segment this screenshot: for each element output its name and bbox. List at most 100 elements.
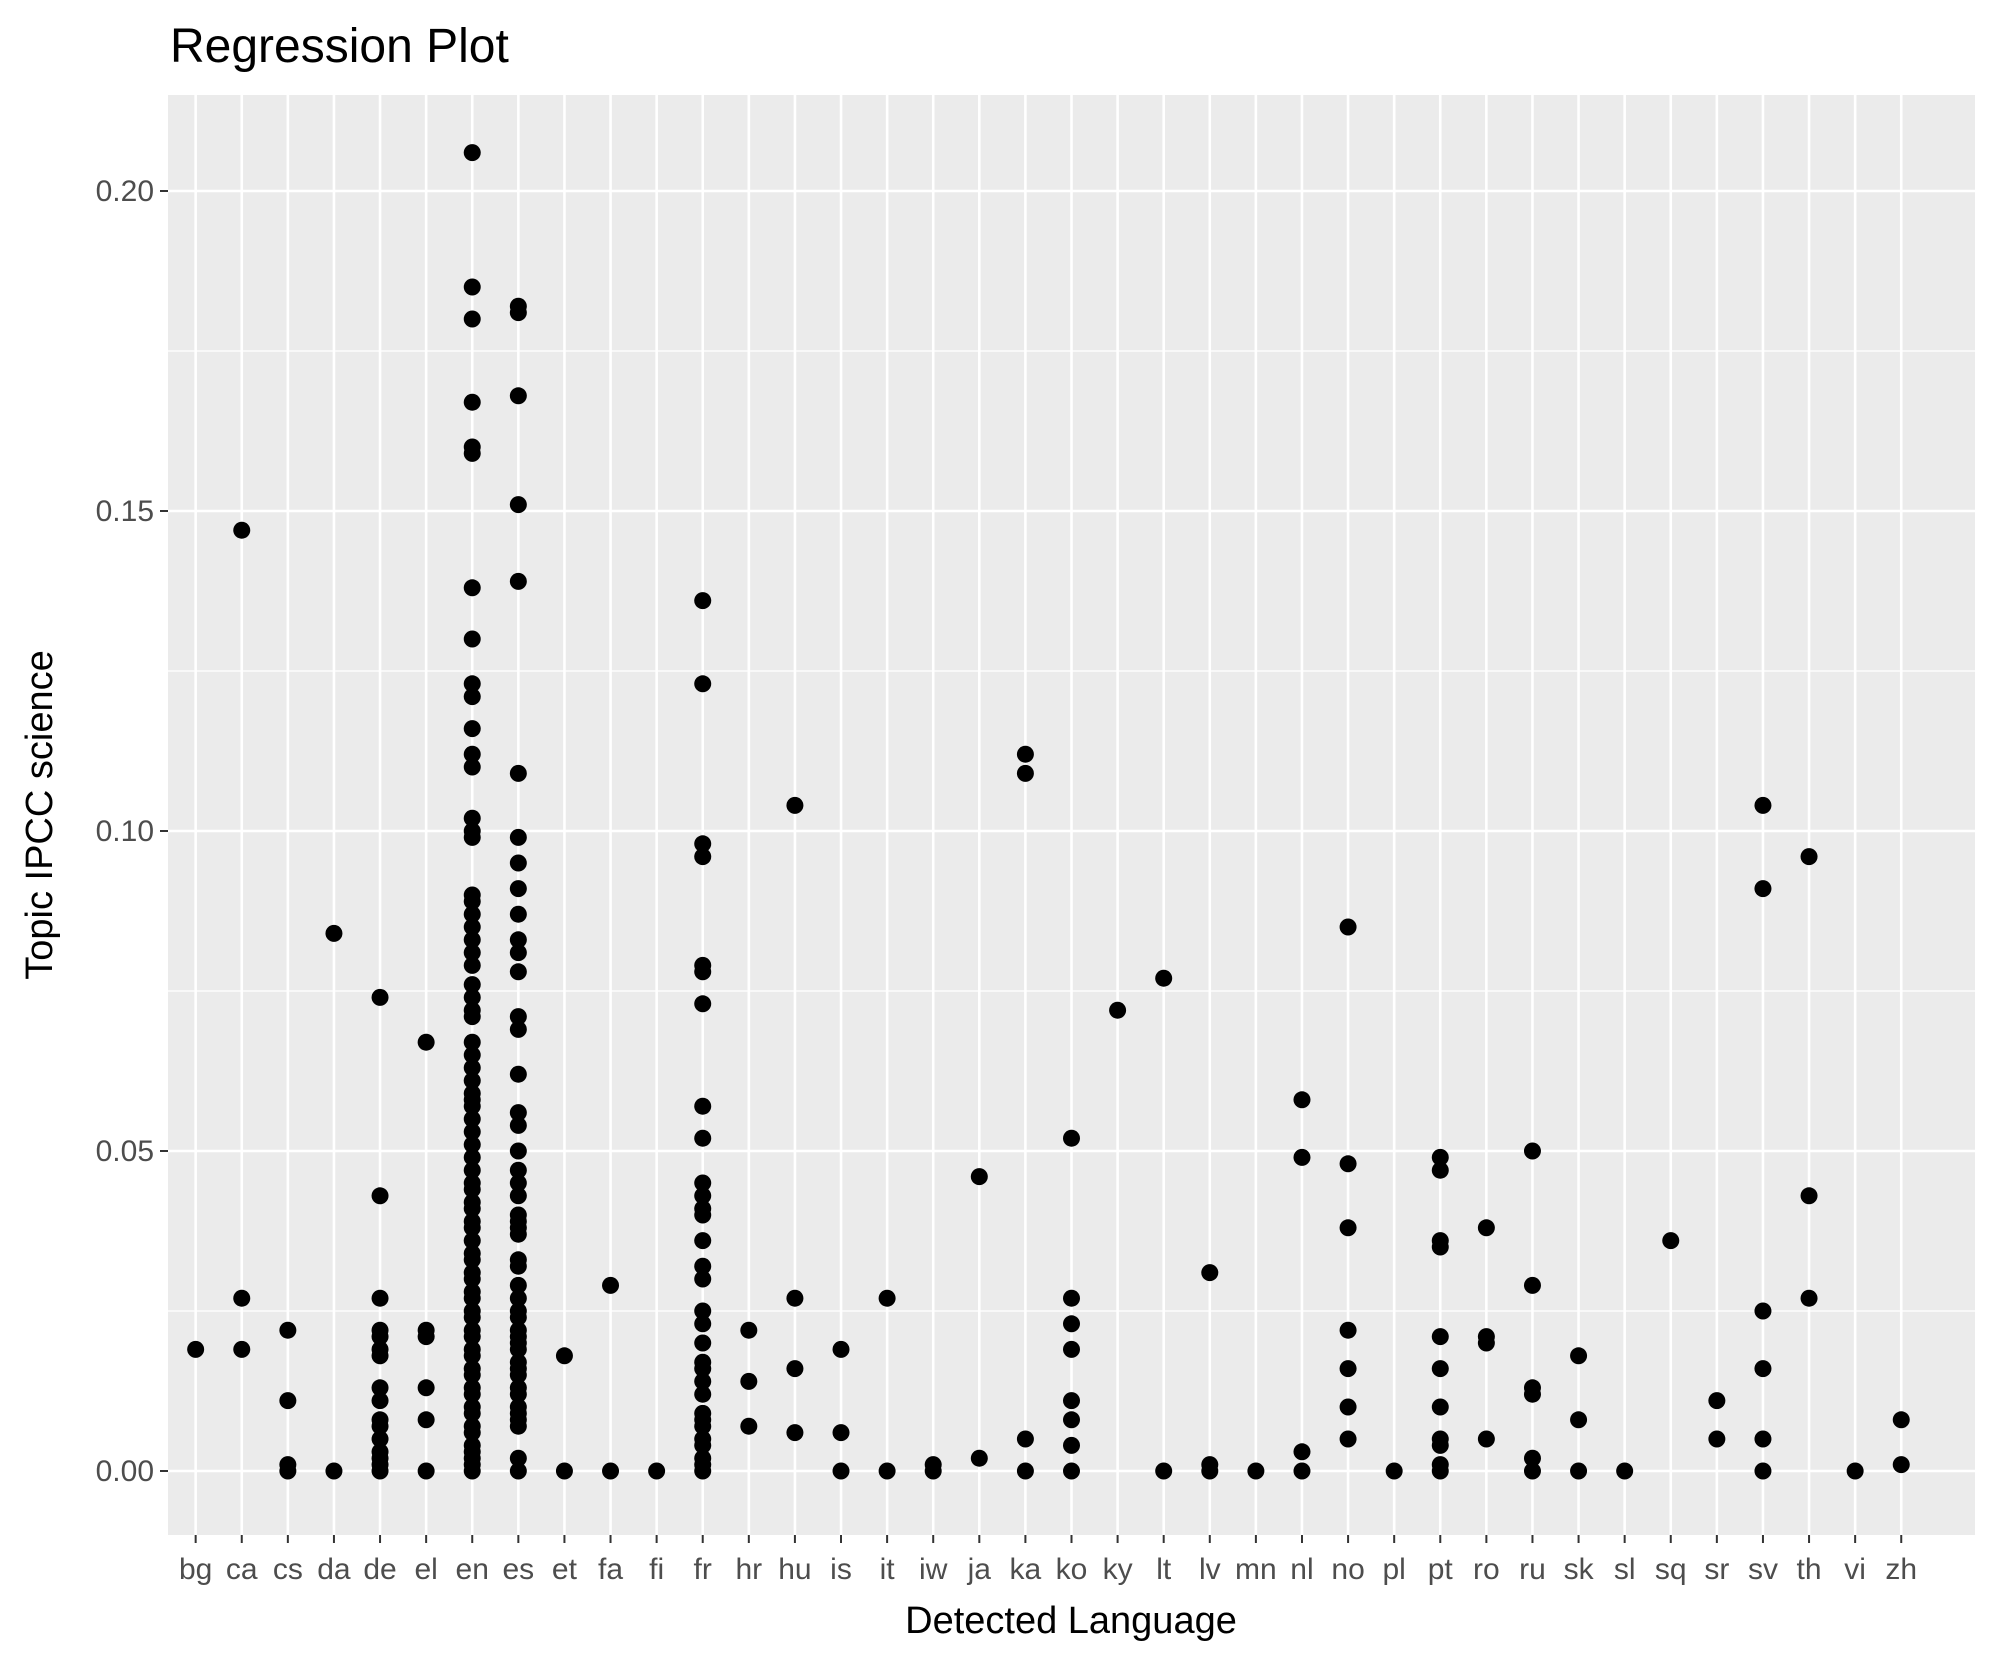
- data-point: [1477, 1334, 1495, 1352]
- data-point: [417, 1379, 435, 1397]
- x-tick-label: fr: [694, 1553, 712, 1586]
- data-point: [878, 1289, 896, 1307]
- data-point: [555, 1462, 573, 1480]
- y-tick-label: 0.05: [96, 1135, 154, 1168]
- data-point: [1800, 1187, 1818, 1205]
- data-point: [1431, 1398, 1449, 1416]
- data-point: [463, 1308, 481, 1326]
- data-point: [1754, 796, 1772, 814]
- data-point: [279, 1321, 297, 1339]
- data-point: [694, 1385, 712, 1403]
- x-tick-label: fi: [649, 1553, 664, 1586]
- data-point: [509, 905, 527, 923]
- data-point: [1892, 1411, 1910, 1429]
- data-point: [694, 1187, 712, 1205]
- data-point: [1431, 1462, 1449, 1480]
- data-point: [694, 1334, 712, 1352]
- data-point: [463, 144, 481, 162]
- data-point: [694, 1270, 712, 1288]
- x-tick-label: sv: [1748, 1553, 1778, 1586]
- data-point: [463, 720, 481, 738]
- x-tick-label: bg: [179, 1553, 212, 1586]
- data-point: [1293, 1443, 1311, 1461]
- data-point: [463, 1072, 481, 1090]
- data-point: [509, 1289, 527, 1307]
- data-point: [463, 1270, 481, 1288]
- data-point: [463, 1424, 481, 1442]
- data-point: [509, 1008, 527, 1026]
- data-point: [878, 1462, 896, 1480]
- data-point: [509, 1104, 527, 1122]
- data-point: [463, 1366, 481, 1384]
- data-point: [509, 1187, 527, 1205]
- data-point: [1293, 1148, 1311, 1166]
- data-point: [463, 630, 481, 648]
- data-point: [417, 1328, 435, 1346]
- data-point: [509, 1020, 527, 1038]
- data-point: [1754, 1360, 1772, 1378]
- data-point: [463, 1180, 481, 1198]
- data-point: [648, 1462, 666, 1480]
- data-point: [1063, 1315, 1080, 1333]
- data-point: [463, 956, 481, 974]
- data-point: [832, 1462, 850, 1480]
- x-axis: bg ca cs da de el en es et fa fi fr hr hu is it iw ja ka ko…: [179, 1535, 1917, 1586]
- data-point: [463, 745, 481, 763]
- data-point: [1431, 1436, 1449, 1454]
- x-tick-label: sr: [1704, 1553, 1729, 1586]
- data-point: [1293, 1462, 1311, 1480]
- data-point: [694, 1315, 712, 1333]
- data-point: [1570, 1462, 1588, 1480]
- data-point: [602, 1276, 620, 1294]
- data-point: [694, 848, 712, 866]
- data-point: [1016, 764, 1034, 782]
- data-point: [694, 1097, 712, 1115]
- data-point: [463, 931, 481, 949]
- data-point: [1247, 1462, 1265, 1480]
- data-point: [1339, 1219, 1357, 1237]
- data-point: [694, 1462, 712, 1480]
- data-point: [970, 1168, 988, 1186]
- x-tick-label: sl: [1614, 1553, 1636, 1586]
- data-point: [463, 278, 481, 296]
- data-point: [786, 1360, 804, 1378]
- data-point: [832, 1424, 850, 1442]
- x-tick-label: iw: [919, 1553, 948, 1586]
- data-point: [1800, 1289, 1818, 1307]
- data-point: [463, 1008, 481, 1026]
- x-tick-label: zh: [1885, 1553, 1917, 1586]
- data-point: [371, 1392, 389, 1410]
- data-point: [694, 1129, 712, 1147]
- data-point: [463, 758, 481, 776]
- x-tick-label: el: [414, 1553, 437, 1586]
- data-point: [1523, 1449, 1541, 1467]
- data-point: [1339, 1398, 1357, 1416]
- x-tick-label: vi: [1844, 1553, 1866, 1586]
- data-point: [1016, 1462, 1034, 1480]
- data-point: [694, 995, 712, 1013]
- data-point: [463, 976, 481, 994]
- data-point: [509, 1161, 527, 1179]
- data-point: [1063, 1392, 1080, 1410]
- x-tick-label: et: [552, 1553, 578, 1586]
- data-point: [463, 444, 481, 462]
- data-point: [463, 809, 481, 827]
- x-tick-label: is: [830, 1553, 852, 1586]
- data-point: [509, 1225, 527, 1243]
- data-point: [509, 1340, 527, 1358]
- data-point: [1523, 1142, 1541, 1160]
- x-tick-label: nl: [1290, 1553, 1313, 1586]
- data-point: [694, 592, 712, 610]
- data-point: [1385, 1462, 1403, 1480]
- x-tick-label: es: [502, 1553, 534, 1586]
- data-point: [509, 1065, 527, 1083]
- data-point: [463, 1161, 481, 1179]
- data-point: [1201, 1264, 1219, 1282]
- data-point: [1431, 1238, 1449, 1256]
- data-point: [740, 1417, 758, 1435]
- data-point: [1063, 1462, 1080, 1480]
- chart-title: Regression Plot: [170, 20, 509, 73]
- x-tick-label: ca: [226, 1553, 258, 1586]
- data-point: [463, 918, 481, 936]
- x-tick-label: pl: [1382, 1553, 1405, 1586]
